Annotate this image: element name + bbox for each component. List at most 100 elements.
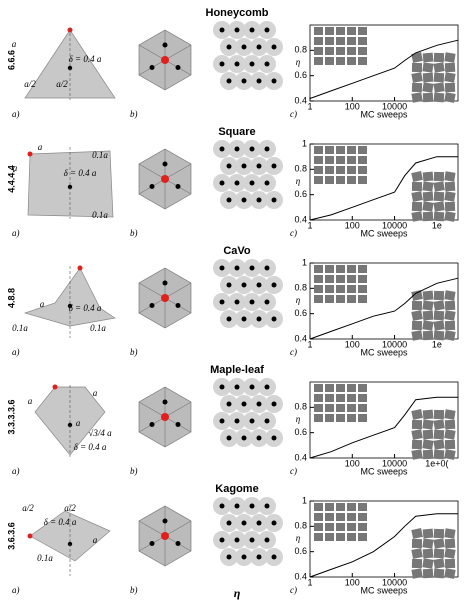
inset-tile	[358, 384, 367, 392]
inset-tile	[433, 191, 445, 202]
y-tick-label: 0.4	[294, 452, 307, 462]
lattice-dot	[264, 265, 270, 271]
inset-tile	[444, 330, 456, 341]
inset-tile	[347, 156, 356, 164]
inset-tile	[347, 414, 356, 422]
inset-tile	[411, 558, 423, 569]
inset-tile	[347, 275, 356, 283]
inset-tile	[422, 52, 434, 63]
lattice-dot	[219, 384, 225, 390]
inset-tile	[422, 181, 434, 192]
inset-tile	[411, 528, 423, 539]
motif-dot	[175, 422, 181, 427]
inset-tile	[336, 404, 345, 412]
inset-tile	[347, 265, 356, 273]
motif-edge	[164, 44, 192, 61]
inset-tile	[411, 181, 423, 192]
dimension-label: a	[76, 418, 81, 428]
x-tick-label: 10000	[382, 220, 407, 230]
inset-tile	[433, 439, 445, 450]
tiling-label: 3.3.3.3.6	[6, 399, 16, 434]
lattice-dot	[219, 537, 225, 543]
lattice-dot	[234, 61, 240, 67]
y-tick-label: 0.4	[294, 571, 307, 581]
y-axis-label: η	[296, 57, 301, 67]
tile-vertex	[52, 384, 58, 390]
lattice-dot	[271, 520, 277, 526]
inset-tile	[347, 384, 356, 392]
inset-tile	[336, 285, 345, 293]
lattice-dot	[226, 44, 232, 50]
inset-tile	[444, 548, 456, 559]
y-tick-label: 0.6	[294, 427, 307, 437]
inset-tile	[433, 171, 445, 182]
lattice-dot	[226, 197, 232, 203]
motif-center	[161, 294, 169, 302]
inset-tile	[314, 404, 323, 412]
motif-edge	[164, 520, 192, 537]
inset-tile	[314, 384, 323, 392]
tiling-label: 3.6.3.6	[6, 522, 16, 550]
tiling-label: 4.4.4.4	[6, 165, 16, 193]
x-tick-label: 10000	[382, 458, 407, 468]
y-axis-label: η	[296, 176, 301, 186]
inset-tile	[336, 414, 345, 422]
plot-frame	[309, 262, 459, 340]
dimension-label: a	[28, 396, 33, 406]
inset-tile	[422, 300, 434, 311]
dimension-label: √3/4 a	[88, 428, 112, 438]
lattice-dot	[226, 316, 232, 322]
motif-dot	[149, 422, 155, 427]
lattice-dot	[226, 401, 232, 407]
dimension-label: δ = 0.4 a	[69, 54, 102, 64]
lattice-dot	[249, 265, 255, 271]
inset-tile	[433, 201, 445, 212]
inset-tile	[358, 166, 367, 174]
panel-label: b)	[130, 347, 138, 357]
motif-dot	[162, 518, 168, 524]
inset-tile	[411, 310, 423, 321]
panel-label: b)	[130, 228, 138, 238]
inset-tile	[444, 181, 456, 192]
lattice-dot	[219, 61, 225, 67]
lattice-dot	[234, 537, 240, 543]
inset-tile	[444, 528, 456, 539]
inset-tile	[422, 409, 434, 420]
inset-tile	[411, 171, 423, 182]
motif-edge	[164, 163, 192, 180]
y-tick-label: 0.6	[294, 308, 307, 318]
plot-frame	[309, 24, 459, 102]
x-axis-label: MC sweeps	[360, 466, 408, 476]
lattice-dot	[264, 418, 270, 424]
inset-tile	[411, 201, 423, 212]
inset-tile	[314, 47, 323, 55]
inset-tile	[325, 166, 334, 174]
inset-tile	[325, 503, 334, 511]
motif-center	[161, 56, 169, 64]
inset-tile	[358, 503, 367, 511]
lattice-dot	[241, 197, 247, 203]
inset-tile	[336, 275, 345, 283]
lattice-dot	[241, 282, 247, 288]
inset-tile	[444, 62, 456, 73]
lattice-dot	[219, 265, 225, 271]
inset-tile	[325, 176, 334, 184]
lattice-dot	[264, 180, 270, 186]
lattice-dot	[249, 180, 255, 186]
dimension-label: a/2	[64, 503, 76, 513]
lattice-dot	[264, 146, 270, 152]
lattice-dot	[226, 163, 232, 169]
inset-tile	[411, 330, 423, 341]
inset-tile	[433, 548, 445, 559]
inset-tile	[411, 62, 423, 73]
x-tick-label: 100	[345, 577, 360, 587]
inset-tile	[358, 414, 367, 422]
lattice-dot	[264, 299, 270, 305]
inset-tile	[325, 146, 334, 154]
tile-vertex	[77, 265, 83, 271]
inset-tile	[314, 27, 323, 35]
data-line	[309, 39, 459, 99]
inset-tile	[433, 330, 445, 341]
motif-dot	[149, 303, 155, 308]
lattice-dot	[256, 435, 262, 441]
